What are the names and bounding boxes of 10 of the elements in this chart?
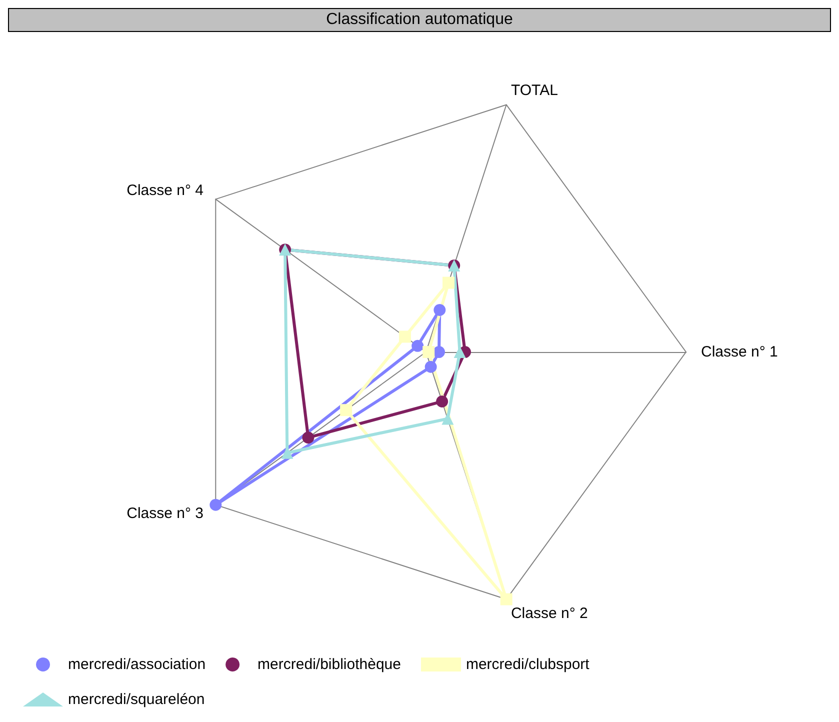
spoke-label: Classe n° 1 [701,344,778,360]
legend-label: mercredi/association [68,656,206,673]
legend-label: mercredi/clubsport [466,656,590,673]
spoke-label: TOTAL [510,82,558,99]
legend-label: mercredi/squareléon [68,691,205,708]
spoke-label: Classe n° 4 [126,182,204,199]
legend-label: mercredi/bibliothèque [258,656,401,673]
chart-title: Classification automatique [8,8,831,32]
spoke-label: Classe n° 2 [510,605,588,622]
spoke-label: Classe n° 3 [126,505,204,522]
